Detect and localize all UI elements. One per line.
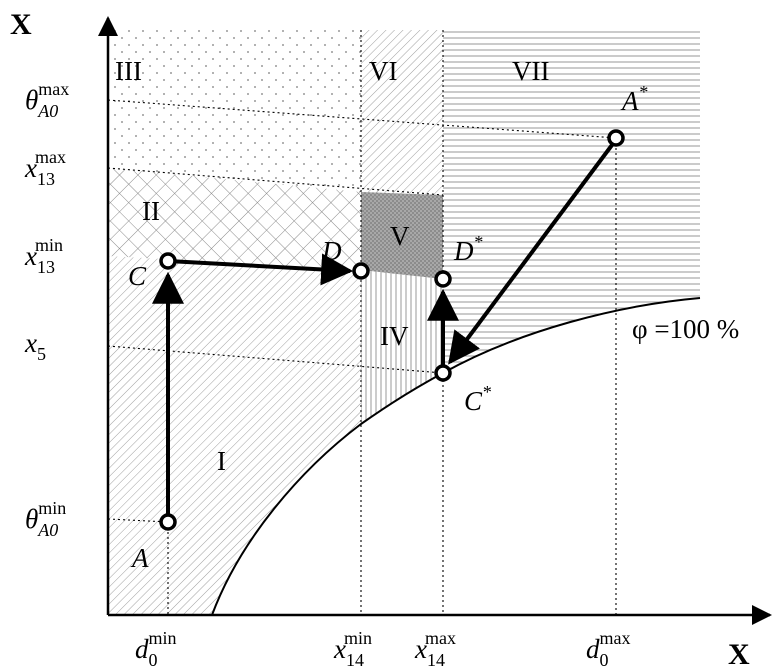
- saturation-curve: [211, 297, 701, 616]
- label-point-A-star: A*: [620, 82, 648, 116]
- point-D-star: [434, 270, 452, 288]
- label-point-C-star: C*: [464, 382, 491, 416]
- ytick-x5: x5: [24, 328, 46, 364]
- point-D: [352, 262, 370, 280]
- label-region-V: V: [390, 221, 410, 251]
- region-III: [108, 30, 361, 192]
- arrow-C-to-D: [167, 253, 354, 286]
- region-II: [108, 168, 361, 270]
- ytick-x13max: x13max: [24, 147, 66, 189]
- point-C: [159, 252, 177, 270]
- label-region-VI: VI: [369, 56, 398, 86]
- y-axis-name: X: [10, 8, 32, 41]
- ytick-thetaA0max: θA0max: [25, 79, 69, 121]
- ytick-x13min: x13min: [24, 235, 63, 277]
- label-point-C: C: [128, 261, 147, 291]
- point-A: [159, 513, 177, 531]
- label-region-I: I: [217, 446, 226, 476]
- region-V: [361, 192, 443, 279]
- label-region-IV: IV: [380, 321, 409, 351]
- label-point-D-star: D*: [453, 232, 483, 266]
- xtick-d0min: d0min: [135, 628, 177, 670]
- state-points: [159, 129, 625, 531]
- xtick-x14max: x14max: [414, 628, 456, 670]
- process-arrows: [152, 143, 614, 514]
- point-A-star: [607, 129, 625, 147]
- label-point-D: D: [321, 236, 342, 266]
- arrow-A-star-to-C-star: [448, 143, 614, 365]
- region-IV: [361, 270, 443, 424]
- xtick-x14min: x14min: [333, 628, 372, 670]
- label-region-II: II: [142, 196, 160, 226]
- label-region-III: III: [115, 56, 142, 86]
- ytick-thetaA0min: θA0min: [25, 498, 66, 540]
- label-point-A: A: [130, 543, 149, 573]
- xtick-d0max: d0max: [586, 628, 631, 670]
- point-C-star: [434, 364, 452, 382]
- label-region-VII: VII: [512, 56, 549, 86]
- saturation-curve-label: φ =100 %: [632, 314, 739, 344]
- region-VI: [361, 30, 443, 195]
- guide-lines: [107, 30, 617, 615]
- x-axis-name: X: [728, 638, 750, 671]
